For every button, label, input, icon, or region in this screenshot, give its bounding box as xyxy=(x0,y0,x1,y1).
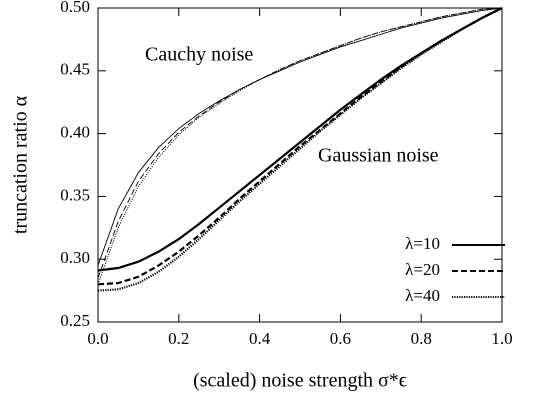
x-tick-label: 0.6 xyxy=(330,329,351,348)
annotation: Cauchy noise xyxy=(145,44,253,66)
x-tick-label: 0.4 xyxy=(249,329,271,348)
x-tick-label: 0.2 xyxy=(168,329,189,348)
y-tick-label: 0.45 xyxy=(60,60,90,79)
plot-frame xyxy=(97,7,503,323)
line-gaussian xyxy=(97,7,503,286)
y-tick-label: 0.35 xyxy=(60,185,90,204)
legend-label: λ=40 xyxy=(405,286,440,305)
line-gaussian xyxy=(97,7,503,292)
legend-label: λ=20 xyxy=(405,260,440,279)
line-cauchy xyxy=(97,7,503,285)
y-tick-label: 0.50 xyxy=(60,0,90,16)
x-tick-label: 0.0 xyxy=(87,329,108,348)
y-tick-label: 0.25 xyxy=(60,311,90,330)
y-axis-label: truncation ratio α xyxy=(10,95,32,234)
annotation: Gaussian noise xyxy=(318,145,439,167)
line-cauchy xyxy=(97,7,503,266)
y-tick-label: 0.40 xyxy=(60,123,90,142)
x-axis-label: (scaled) noise strength σ*ϵ xyxy=(193,370,407,392)
x-tick-label: 0.8 xyxy=(411,329,432,348)
y-tick-label: 0.30 xyxy=(60,248,90,267)
x-tick-label: 1.0 xyxy=(491,329,512,348)
legend-label: λ=10 xyxy=(405,234,440,253)
